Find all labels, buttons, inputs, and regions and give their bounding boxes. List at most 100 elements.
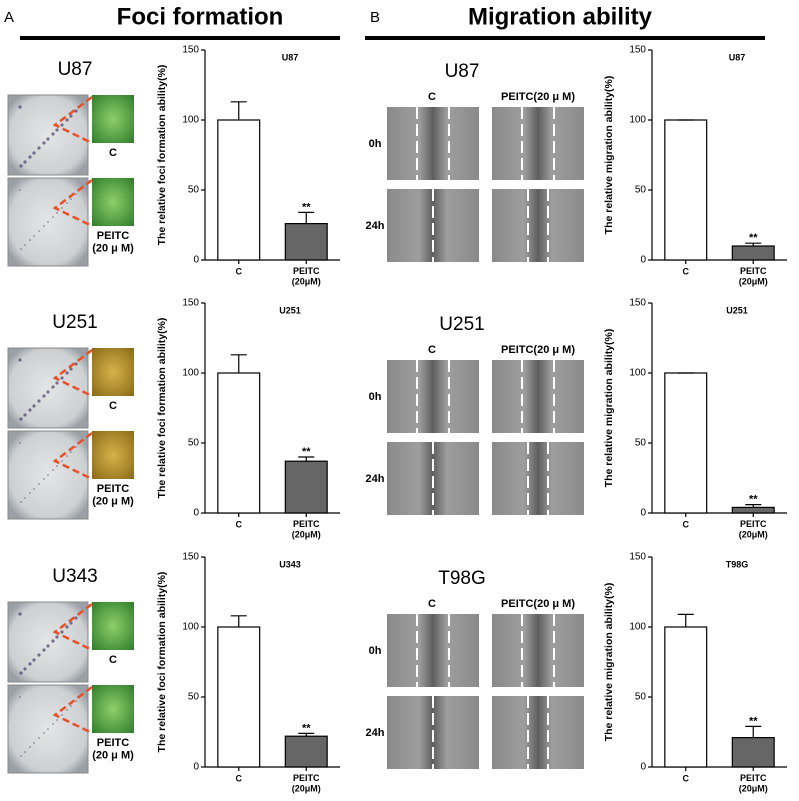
panel-title: Migration ability [468, 3, 653, 30]
scratch-photo [492, 614, 584, 687]
colony [18, 105, 22, 109]
y-tick-label: 150 [629, 298, 646, 309]
colony [60, 123, 64, 127]
colony [66, 709, 68, 711]
colony [19, 164, 23, 168]
y-axis-label: The relative foci formation ability(%) [156, 572, 168, 753]
colony [19, 696, 21, 698]
colony [24, 497, 26, 499]
y-tick-label: 150 [182, 552, 199, 563]
colony [47, 221, 49, 223]
photo-label: PEITC(20 μ M) [501, 344, 575, 356]
cell-label: U87 [445, 61, 480, 82]
zoom-pointer [52, 349, 93, 398]
colony [75, 700, 77, 702]
colony [42, 394, 46, 398]
colony [42, 648, 46, 652]
colony [69, 367, 73, 371]
colony [55, 381, 59, 385]
y-tick-label: 100 [629, 115, 646, 126]
x-tick-label: C [236, 773, 243, 783]
colony [33, 235, 35, 237]
dish-photo [7, 684, 89, 774]
y-tick-label: 50 [635, 185, 647, 196]
colony [19, 442, 21, 444]
error-bar [230, 101, 247, 120]
significance: ** [302, 722, 311, 734]
y-axis-label: The relative migration ability(%) [603, 583, 615, 742]
colony [24, 244, 26, 246]
colony [65, 625, 69, 629]
colony [37, 653, 41, 657]
y-tick-label: 100 [629, 622, 646, 633]
colony [20, 755, 22, 757]
colony [20, 248, 22, 250]
scratch-photo [492, 107, 584, 180]
colony [66, 455, 68, 457]
error-bar [745, 504, 762, 508]
colony [28, 155, 32, 159]
chart-title: U251 [279, 305, 301, 315]
colony [66, 202, 68, 204]
colony [33, 488, 35, 490]
colony [32, 658, 36, 662]
colony [18, 358, 22, 362]
colony [42, 141, 46, 145]
photo-label: PEITC(20 μ M) [92, 737, 134, 762]
chart-title: U87 [282, 52, 299, 62]
error-bar [298, 732, 315, 737]
photo-label: C [428, 598, 436, 610]
colony [28, 662, 32, 666]
bar [217, 372, 261, 514]
colony [65, 118, 69, 122]
colony [43, 732, 45, 734]
x-tick-label: PEITC (20μM) [292, 773, 321, 793]
colony [20, 501, 22, 503]
zoom-photo [92, 602, 134, 650]
colony [47, 728, 49, 730]
colony [65, 371, 69, 375]
colony [56, 212, 58, 214]
y-tick-label: 50 [635, 438, 647, 449]
zoom-photo [92, 685, 134, 733]
colony [60, 376, 64, 380]
error-bar [230, 354, 247, 373]
y-tick-label: 100 [182, 115, 199, 126]
panel-letter: B [370, 9, 380, 26]
colony [56, 719, 58, 721]
colony [70, 451, 72, 453]
colony [43, 478, 45, 480]
error-bar [298, 211, 315, 224]
colony [33, 742, 35, 744]
y-tick-label: 0 [640, 762, 646, 773]
y-tick-label: 50 [635, 692, 647, 703]
colony [74, 109, 78, 113]
scratch-photo [387, 107, 479, 180]
time-label: 0h [369, 138, 382, 150]
time-label: 0h [369, 645, 382, 657]
photo-label: PEITC(20 μ M) [501, 91, 575, 103]
error-bar [745, 725, 762, 738]
colony [61, 207, 63, 209]
colony [24, 751, 26, 753]
cell-label: U251 [439, 314, 484, 335]
colony [28, 408, 32, 412]
photo-label: C [109, 654, 117, 666]
x-tick-label: C [683, 519, 690, 529]
photo-label: C [428, 344, 436, 356]
zoom-photo [92, 95, 134, 143]
colony [37, 146, 41, 150]
y-tick-label: 100 [182, 622, 199, 633]
colony [51, 639, 55, 643]
colony [55, 128, 59, 132]
zoom-pointer [52, 432, 93, 481]
colony [32, 404, 36, 408]
colony [70, 705, 72, 707]
colony [70, 198, 72, 200]
colony [47, 474, 49, 476]
scratch-photo [492, 360, 584, 433]
y-tick-label: 50 [188, 692, 200, 703]
y-tick-label: 150 [182, 298, 199, 309]
significance: ** [749, 494, 758, 506]
significance: ** [749, 715, 758, 727]
